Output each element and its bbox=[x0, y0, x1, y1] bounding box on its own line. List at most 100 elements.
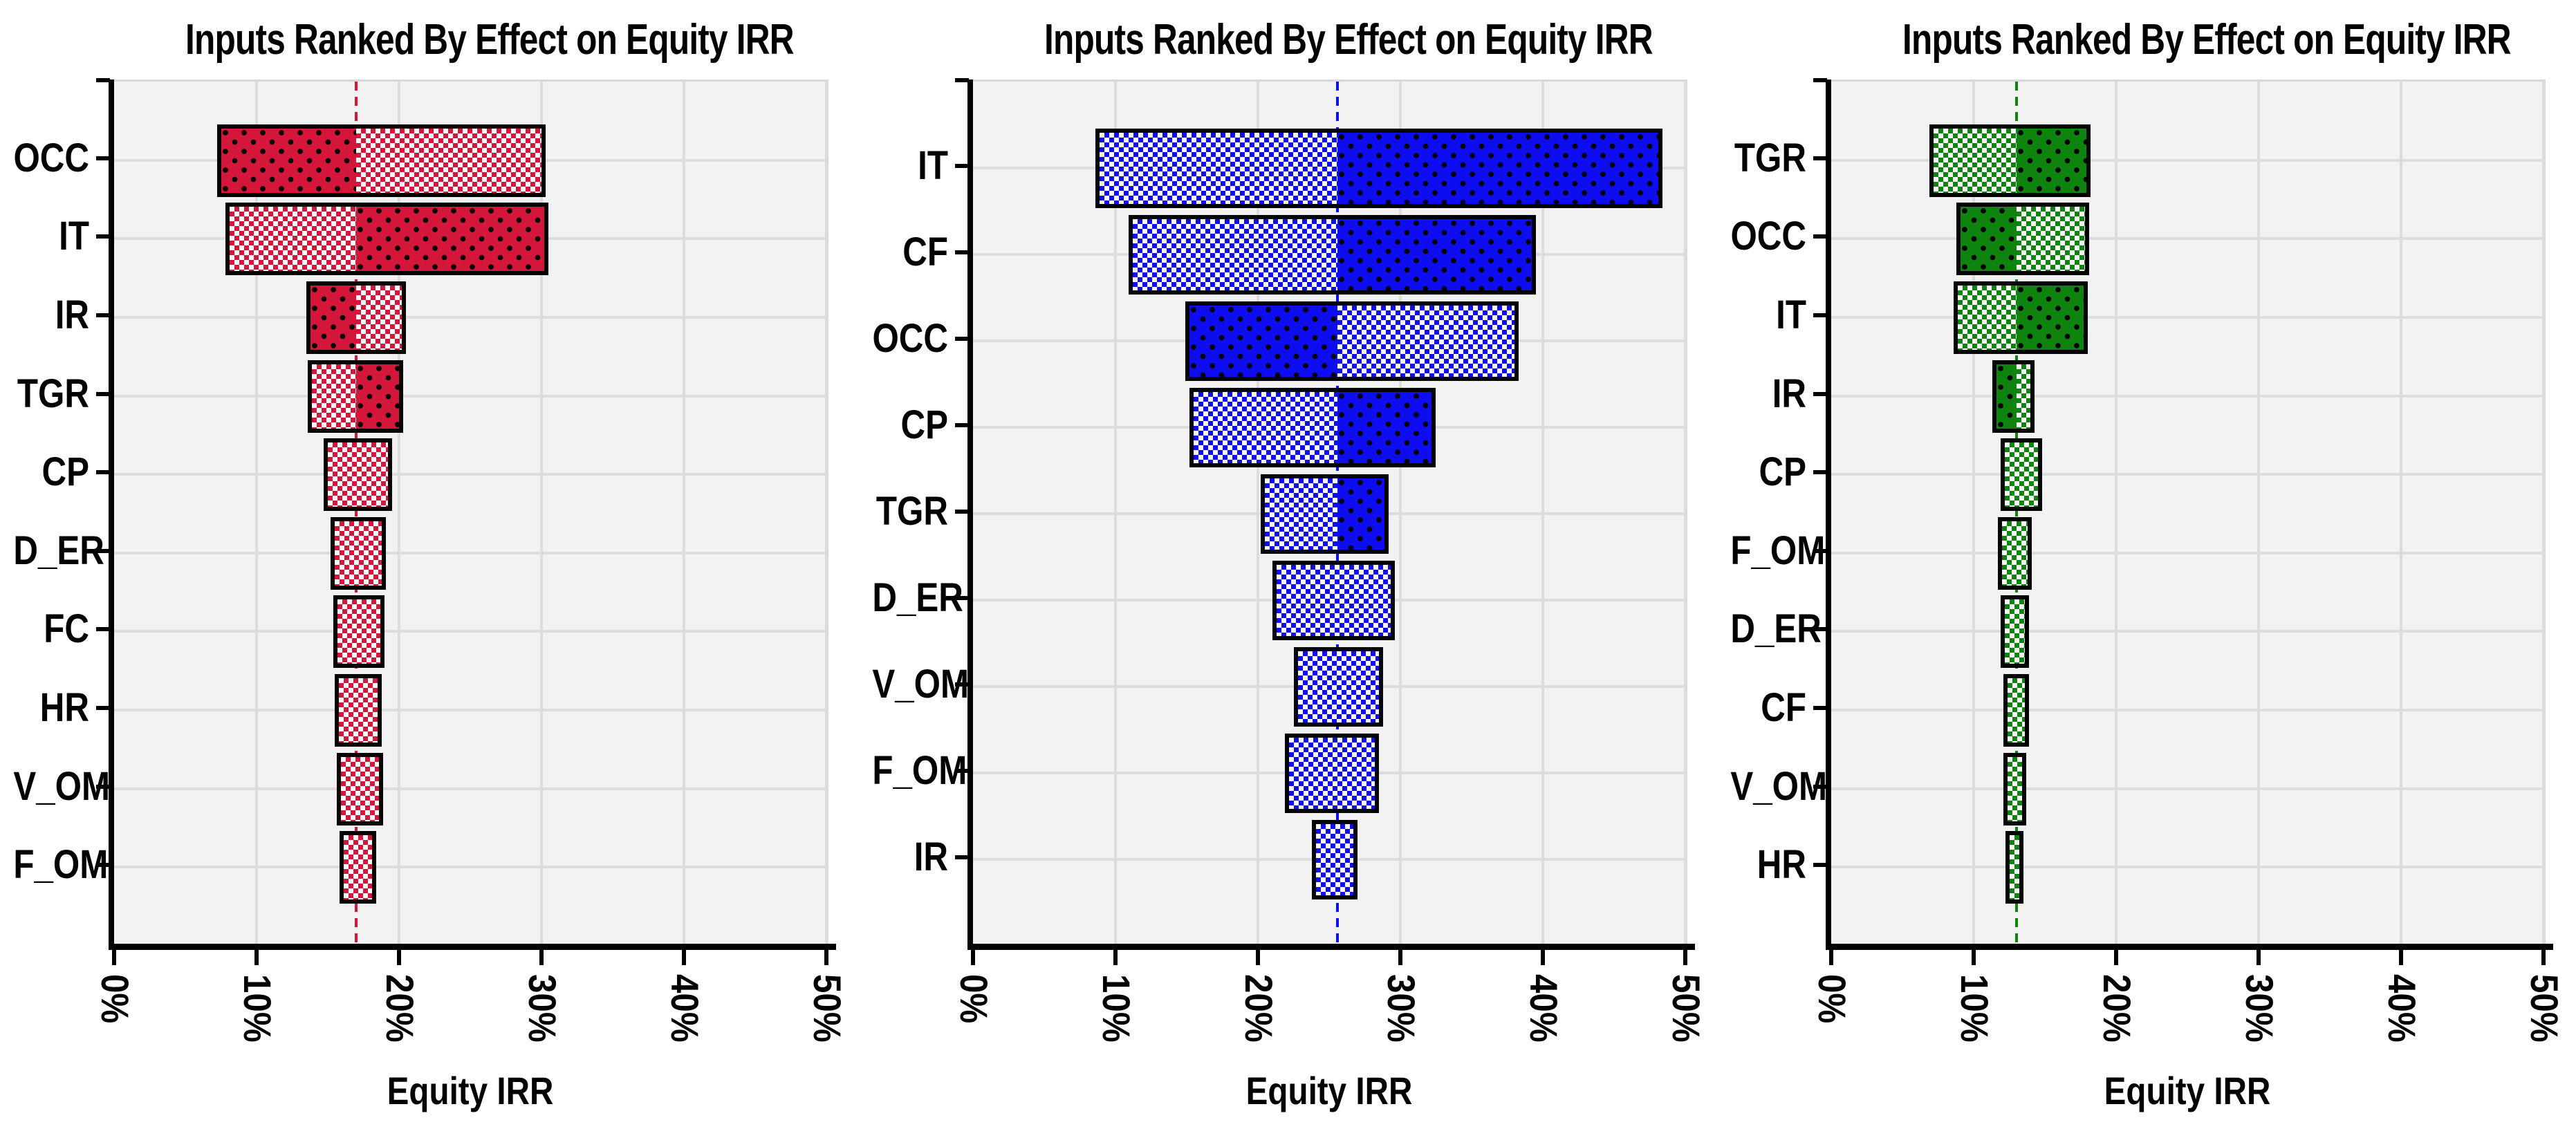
bar-segment-light bbox=[340, 756, 380, 821]
bar-segment-dark bbox=[2016, 128, 2086, 193]
bar-segment-light bbox=[1297, 651, 1380, 722]
x-axis-spine bbox=[109, 944, 836, 950]
y-axis-end-tick bbox=[96, 78, 110, 82]
category-label: V_OM bbox=[13, 764, 111, 809]
x-tick-label: 50% bbox=[1665, 974, 1708, 1043]
gridline-horizontal bbox=[1831, 866, 2543, 868]
category-label: F_OM bbox=[1730, 528, 1826, 573]
bar-segment-light bbox=[229, 206, 357, 271]
x-tick-label: 10% bbox=[236, 974, 279, 1043]
x-axis-tick bbox=[2541, 950, 2546, 965]
gridline-horizontal bbox=[1831, 630, 2543, 633]
bar-segment-light bbox=[1316, 823, 1353, 895]
x-axis-tick bbox=[1541, 950, 1545, 965]
category-label: CP bbox=[900, 402, 948, 447]
bar-segment-light bbox=[335, 521, 382, 586]
y-axis-tick bbox=[1813, 706, 1827, 710]
x-axis-tick bbox=[539, 950, 544, 965]
y-axis-tick bbox=[96, 627, 110, 631]
bar-segment-light bbox=[2009, 834, 2019, 899]
gridline-horizontal bbox=[1831, 552, 2543, 554]
tornado-bar bbox=[1312, 819, 1358, 899]
bar-segment-light bbox=[2005, 599, 2026, 664]
baseline-marker bbox=[355, 82, 358, 946]
bar-segment-light bbox=[1276, 564, 1391, 636]
gridline-horizontal bbox=[1831, 787, 2543, 790]
category-label: D_ER bbox=[13, 528, 104, 573]
x-axis-title: Equity IRR bbox=[387, 1069, 554, 1112]
plot-area bbox=[114, 80, 828, 946]
bar-segment-light bbox=[2008, 678, 2026, 743]
x-axis-tick bbox=[971, 950, 975, 965]
tornado-bar bbox=[1929, 124, 2091, 197]
y-axis-tick bbox=[96, 392, 110, 396]
category-label: V_OM bbox=[872, 662, 970, 707]
x-tick-label: 40% bbox=[1522, 974, 1566, 1043]
tornado-chart-red: Inputs Ranked By Effect on Equity IRR Eq… bbox=[0, 0, 858, 1129]
bar-segment-dark bbox=[1337, 391, 1432, 463]
y-axis-tick bbox=[955, 769, 969, 773]
category-label: OCC bbox=[872, 316, 948, 361]
y-axis-tick bbox=[1813, 785, 1827, 789]
gridline-horizontal bbox=[114, 866, 826, 868]
y-axis-tick bbox=[955, 596, 969, 600]
tornado-bar bbox=[1293, 646, 1384, 727]
baseline-marker bbox=[2014, 82, 2018, 946]
tornado-bar bbox=[335, 673, 382, 747]
category-label: FC bbox=[44, 606, 89, 651]
x-axis-tick bbox=[682, 950, 686, 965]
x-tick-label: 30% bbox=[1380, 974, 1423, 1043]
x-axis-tick bbox=[2257, 950, 2261, 965]
tornado-bar bbox=[1095, 128, 1662, 208]
x-tick-label: 50% bbox=[2523, 974, 2566, 1043]
gridline-vertical bbox=[398, 82, 400, 946]
bar-segment-light bbox=[2008, 756, 2023, 821]
bar-segment-light bbox=[2016, 206, 2085, 271]
plot-area bbox=[973, 80, 1687, 946]
x-tick-label: 40% bbox=[2380, 974, 2424, 1043]
chart-title: Inputs Ranked By Effect on Equity IRR bbox=[185, 16, 795, 64]
category-label: D_ER bbox=[872, 575, 963, 620]
x-axis-tick bbox=[112, 950, 116, 965]
gridline-vertical bbox=[2400, 82, 2402, 946]
x-tick-label: 0% bbox=[1810, 974, 1854, 1024]
tornado-bar bbox=[1285, 733, 1379, 813]
category-label: F_OM bbox=[872, 748, 967, 793]
tornado-chart-green: Inputs Ranked By Effect on Equity IRR Eq… bbox=[1717, 0, 2575, 1129]
y-axis-tick bbox=[1813, 549, 1827, 553]
gridline-horizontal bbox=[1831, 159, 2543, 162]
x-tick-label: 10% bbox=[1095, 974, 1138, 1043]
y-axis-tick bbox=[96, 313, 110, 317]
y-axis-tick bbox=[1813, 234, 1827, 239]
y-axis-tick bbox=[955, 337, 969, 341]
bar-segment-light bbox=[356, 285, 402, 350]
category-label: IT bbox=[59, 214, 89, 259]
tornado-bar bbox=[2001, 438, 2042, 511]
x-axis-tick bbox=[2114, 950, 2118, 965]
gridline-vertical bbox=[2115, 82, 2118, 946]
tornado-bar bbox=[2003, 752, 2027, 825]
y-axis-tick bbox=[1813, 156, 1827, 160]
bar-segment-dark bbox=[1337, 218, 1532, 290]
gridline-horizontal bbox=[1831, 237, 2543, 240]
x-axis-tick bbox=[1972, 950, 1976, 965]
y-axis-tick bbox=[96, 470, 110, 474]
bar-segment-light bbox=[1958, 285, 2017, 350]
category-label: IT bbox=[1776, 292, 1806, 337]
x-axis-tick bbox=[1113, 950, 1118, 965]
tornado-bar bbox=[324, 438, 392, 511]
tornado-bar bbox=[306, 281, 407, 354]
category-label: IR bbox=[914, 834, 948, 879]
plot-area bbox=[1831, 80, 2546, 946]
bar-segment-dark bbox=[1961, 206, 2017, 271]
y-axis-tick bbox=[96, 156, 110, 160]
x-axis-tick bbox=[397, 950, 401, 965]
tornado-bar bbox=[336, 752, 384, 825]
y-axis-tick bbox=[1813, 863, 1827, 867]
y-axis-end-tick bbox=[1813, 78, 1827, 82]
bar-segment-light bbox=[1289, 737, 1375, 809]
tornado-bar bbox=[2005, 830, 2023, 904]
category-label: OCC bbox=[1730, 214, 1806, 259]
x-axis-tick bbox=[824, 950, 828, 965]
bar-segment-light bbox=[328, 442, 388, 507]
